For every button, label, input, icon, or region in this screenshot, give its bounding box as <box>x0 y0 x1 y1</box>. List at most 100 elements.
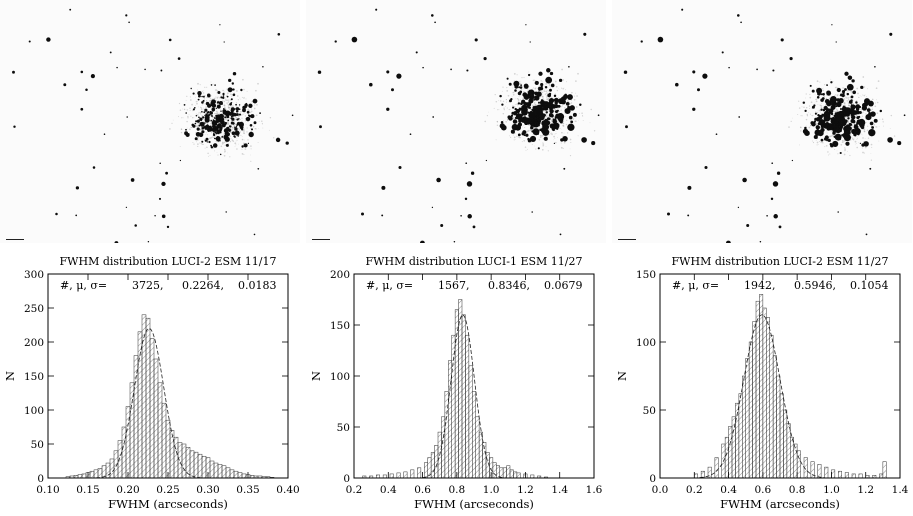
star <box>230 115 233 118</box>
halo-star <box>820 104 822 107</box>
halo-star <box>543 90 546 92</box>
star <box>820 108 823 111</box>
star <box>548 103 552 107</box>
halo-star <box>200 107 203 109</box>
halo-star <box>541 134 544 137</box>
halo-star <box>856 146 858 149</box>
halo-star <box>852 126 854 128</box>
star <box>190 87 192 90</box>
halo-star <box>863 130 865 132</box>
star <box>217 132 219 134</box>
halo-star <box>495 101 498 103</box>
star <box>521 99 526 104</box>
halo-star <box>212 116 214 119</box>
halo-star <box>562 121 565 123</box>
star <box>539 114 545 121</box>
star <box>217 123 222 128</box>
halo-star <box>563 104 565 106</box>
halo-star <box>844 150 846 152</box>
star-field-image-3 <box>612 0 912 243</box>
field-star <box>583 32 587 36</box>
x-tick-label: 0.2 <box>346 484 363 496</box>
star <box>820 138 824 142</box>
halo-star <box>801 106 803 108</box>
halo-star <box>205 106 207 108</box>
field-star <box>291 114 294 117</box>
halo-star <box>842 87 844 89</box>
halo-star <box>527 129 530 132</box>
halo-star <box>805 93 807 95</box>
halo-star <box>817 110 819 112</box>
field-star <box>558 98 564 105</box>
star <box>184 131 189 136</box>
halo-star <box>227 107 230 109</box>
halo-star <box>522 96 524 98</box>
star <box>554 97 559 103</box>
star <box>244 105 247 109</box>
halo-star <box>253 107 256 110</box>
halo-star <box>834 110 836 113</box>
halo-star <box>195 113 197 115</box>
field-star <box>223 41 225 43</box>
star <box>217 90 221 95</box>
star <box>248 103 253 108</box>
halo-star <box>238 105 240 107</box>
halo-star <box>216 151 218 153</box>
halo-star <box>204 147 206 149</box>
halo-star <box>216 103 218 105</box>
halo-star <box>852 124 853 126</box>
star <box>230 112 233 115</box>
star <box>553 94 557 98</box>
star <box>198 94 201 98</box>
halo-star <box>809 113 811 115</box>
halo-star <box>515 139 517 141</box>
halo-star <box>233 124 235 126</box>
halo-star <box>863 86 866 88</box>
field-star <box>756 68 758 71</box>
halo-star <box>209 122 211 125</box>
halo-star <box>236 138 238 139</box>
field-star <box>419 240 425 243</box>
histogram-bar <box>472 391 476 479</box>
star <box>804 126 807 130</box>
halo-star <box>182 117 184 119</box>
halo-star <box>816 111 819 114</box>
halo-star <box>525 149 527 151</box>
halo-star <box>206 146 208 149</box>
field-star <box>247 142 250 145</box>
halo-star <box>847 98 850 101</box>
halo-star <box>890 114 893 117</box>
star <box>841 106 847 112</box>
halo-star <box>199 111 202 114</box>
star <box>554 122 558 126</box>
star <box>525 133 529 137</box>
field-star <box>844 88 847 91</box>
histogram-bar <box>831 469 836 479</box>
star <box>804 109 807 113</box>
halo-star <box>841 141 844 144</box>
halo-star <box>215 110 218 113</box>
halo-star <box>810 124 812 127</box>
halo-star <box>830 78 832 80</box>
halo-star <box>875 102 876 103</box>
halo-star <box>505 101 508 103</box>
plot-frame <box>659 273 901 479</box>
star <box>204 122 206 124</box>
halo-star <box>532 79 534 81</box>
halo-star <box>254 105 256 106</box>
star <box>568 115 573 120</box>
halo-star <box>551 93 553 95</box>
halo-star <box>550 96 553 99</box>
halo-star <box>225 99 228 102</box>
halo-star <box>214 141 216 143</box>
star <box>863 141 869 147</box>
star <box>835 130 838 133</box>
halo-star <box>223 154 226 157</box>
star <box>824 137 827 141</box>
halo-star <box>180 131 183 134</box>
star <box>201 95 203 98</box>
field-star <box>837 211 839 213</box>
halo-star <box>847 89 849 92</box>
halo-star <box>832 134 834 137</box>
star <box>227 119 230 122</box>
